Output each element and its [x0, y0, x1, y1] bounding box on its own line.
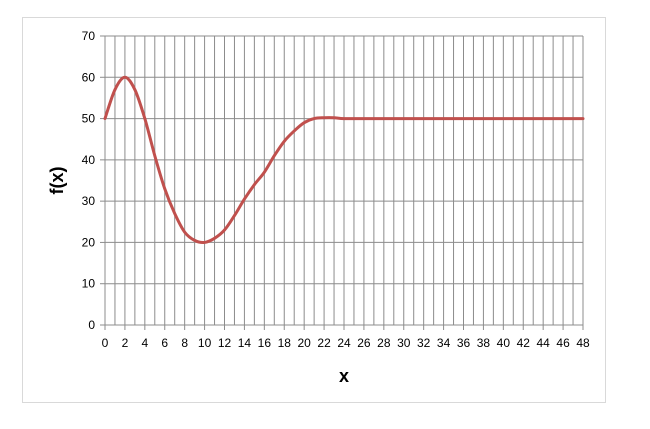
x-tick-label: 38: [477, 336, 491, 350]
y-tick-label: 0: [88, 318, 95, 332]
x-tick-label: 0: [102, 336, 109, 350]
y-tick-label: 30: [82, 194, 96, 208]
x-axis-title: x: [339, 366, 349, 386]
x-tick-label: 4: [141, 336, 148, 350]
grid: [105, 35, 584, 325]
y-tick-label: 10: [82, 277, 96, 291]
series-layer: [103, 75, 585, 245]
x-tick-label: 40: [497, 336, 511, 350]
x-tick-label: 46: [556, 336, 570, 350]
x-tick-label: 30: [397, 336, 411, 350]
x-tick-label: 24: [337, 336, 351, 350]
x-tick-label: 18: [278, 336, 292, 350]
series-line: [103, 75, 585, 245]
x-tick-label: 20: [297, 336, 311, 350]
y-tick-label: 40: [82, 153, 96, 167]
x-tick-label: 42: [517, 336, 531, 350]
y-tick-label: 50: [82, 112, 96, 126]
tick-labels: 0 2 4 6 8 10 12 14 16 18 20 22 24 26 28 30 32 34 36 38 40 42 4…: [82, 29, 590, 350]
x-tick-label: 14: [238, 336, 252, 350]
x-tick-label: 32: [417, 336, 431, 350]
x-tick-label: 2: [122, 336, 129, 350]
x-tick-label: 36: [457, 336, 471, 350]
x-tick-label: 28: [377, 336, 391, 350]
x-tick-label: 22: [317, 336, 331, 350]
x-tick-label: 16: [258, 336, 272, 350]
x-tick-label: 10: [198, 336, 212, 350]
x-tick-label: 26: [357, 336, 371, 350]
x-tick-label: 8: [181, 336, 188, 350]
y-tick-label: 60: [82, 70, 96, 84]
y-axis-title: f(x): [47, 167, 67, 195]
x-tick-label: 6: [161, 336, 168, 350]
x-tick-label: 44: [536, 336, 550, 350]
y-tick-label: 20: [82, 235, 96, 249]
x-tick-label: 12: [218, 336, 232, 350]
x-tick-label: 34: [437, 336, 451, 350]
axes: [100, 35, 584, 330]
chart-frame: 0 2 4 6 8 10 12 14 16 18 20 22 24 26 28 30 32 34 36 38 40 42 4…: [22, 17, 606, 403]
x-tick-label: 48: [576, 336, 590, 350]
line-chart: 0 2 4 6 8 10 12 14 16 18 20 22 24 26 28 30 32 34 36 38 40 42 4…: [47, 29, 590, 386]
y-tick-label: 70: [82, 29, 96, 43]
